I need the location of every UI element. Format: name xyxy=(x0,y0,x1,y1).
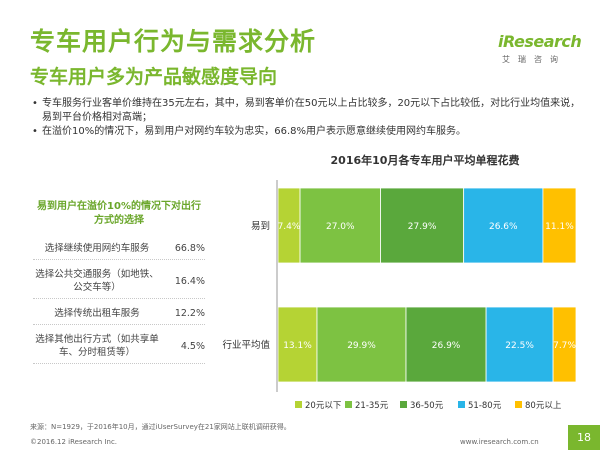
data-label: 27.0% xyxy=(326,222,355,232)
page-title: 专车用户行为与需求分析 xyxy=(30,27,317,56)
legend-label: 51-80元 xyxy=(468,401,502,411)
data-label: 7.7% xyxy=(553,341,576,351)
source-note: 来源：N=1929，于2016年10月，通过iUserSurvey在21家网站上… xyxy=(30,423,291,431)
legend-label: 20元以下 xyxy=(305,401,342,411)
panel-row: 选择传统出租车服务 12.2% xyxy=(33,305,205,325)
panel-row-value: 16.4% xyxy=(174,275,205,287)
bullet-item: 专车服务行业客单价维持在35元左右，其中，易到客单价在50元以上占比较多，20元… xyxy=(30,97,590,125)
panel-row-value: 12.2% xyxy=(174,308,205,319)
panel-row-label: 选择传统出租车服务 xyxy=(54,308,140,319)
panel-row-value: 4.5% xyxy=(180,340,205,352)
data-label: 11.1% xyxy=(545,222,574,232)
bar-segment xyxy=(463,187,544,264)
bar-segment xyxy=(542,187,577,264)
chart-area: 易到 7.4% 27.0% 27.9% 26.6% 11.1% 行业平均值 13.1% 29.9… xyxy=(200,180,590,420)
category-label: 易到 xyxy=(251,220,270,232)
bullet-item: 在溢价10%的情况下，易到用户对网约车较为忠实，66.8%用户表示愿意继续使用网… xyxy=(30,125,590,139)
category-label: 行业平均值 xyxy=(222,339,270,351)
legend-swatch xyxy=(515,401,522,408)
legend-swatch xyxy=(458,401,465,408)
chart-title: 2016年10月各专车用户平均单程花费 xyxy=(330,154,520,167)
bar-segment xyxy=(277,306,318,383)
panel-row-label: 选择继续使用网约车服务 xyxy=(44,243,150,254)
bullet-list: 专车服务行业客单价维持在35元左右，其中，易到客单价在50元以上占比较多，20元… xyxy=(30,97,590,139)
page-subtitle: 专车用户多为产品敏感度导向 xyxy=(30,66,278,88)
logo-subtext: 艾瑞咨询 xyxy=(502,55,566,64)
legend-swatch xyxy=(400,401,407,408)
panel-row: 选择继续使用网约车服务 66.8% xyxy=(33,240,205,260)
bar-segment xyxy=(552,306,577,383)
data-label: 29.9% xyxy=(347,341,376,351)
data-label: 22.5% xyxy=(505,341,534,351)
iresearch-logo: iResearch 艾瑞咨询 xyxy=(498,32,582,68)
panel-row-value: 66.8% xyxy=(174,243,205,254)
bar-segment xyxy=(380,187,465,264)
data-label: 26.9% xyxy=(432,341,461,351)
data-label: 26.6% xyxy=(489,222,518,232)
panel-row-label: 选择公共交通服务（如地铁、公交车等） xyxy=(35,269,159,293)
logo-text: iResearch xyxy=(498,32,582,51)
legend-swatch xyxy=(345,401,352,408)
bar-segment xyxy=(299,187,381,264)
panel-title: 易到用户在溢价10%的情况下对出行方式的选择 xyxy=(37,201,201,226)
website: www.iresearch.com.cn xyxy=(460,438,539,446)
panel-row-label: 选择其他出行方式（如共享单车、分时租赁等） xyxy=(35,334,159,358)
data-label: 27.9% xyxy=(408,222,437,232)
copyright: ©2016.12 iResearch Inc. xyxy=(30,438,118,446)
panel-row: 选择其他出行方式（如共享单车、分时租赁等） 4.5% xyxy=(33,331,205,364)
legend-label: 21-35元 xyxy=(355,401,389,411)
data-label: 13.1% xyxy=(283,341,312,351)
bar-segment xyxy=(316,306,407,383)
legend-label: 80元以上 xyxy=(525,401,562,411)
panel-row: 选择公共交通服务（如地铁、公交车等） 16.4% xyxy=(33,266,205,299)
data-label: 7.4% xyxy=(278,222,301,232)
choice-panel: 易到用户在溢价10%的情况下对出行方式的选择 选择继续使用网约车服务 66.8%… xyxy=(33,200,205,364)
legend-label: 36-50元 xyxy=(410,401,444,411)
stacked-bar-chart: 易到 7.4% 27.0% 27.9% 26.6% 11.1% 行业平均值 13.1% 29.9… xyxy=(222,180,577,411)
page-number: 18 xyxy=(568,425,600,450)
legend-swatch xyxy=(295,401,302,408)
